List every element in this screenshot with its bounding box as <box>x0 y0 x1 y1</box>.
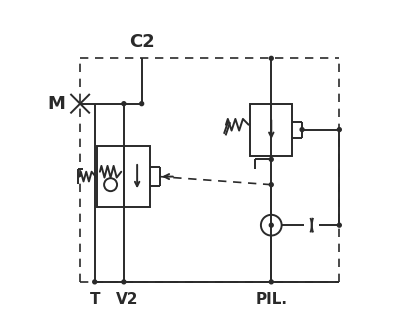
Text: C2: C2 <box>129 33 154 51</box>
Text: PIL.: PIL. <box>255 292 287 307</box>
Text: M: M <box>47 95 65 113</box>
Text: T: T <box>90 292 100 307</box>
Bar <box>97 146 150 207</box>
Circle shape <box>269 183 273 187</box>
Circle shape <box>269 280 273 284</box>
Circle shape <box>122 102 126 106</box>
Circle shape <box>269 56 273 60</box>
Bar <box>250 104 292 156</box>
Circle shape <box>93 280 97 284</box>
Circle shape <box>300 128 304 132</box>
Circle shape <box>122 280 126 284</box>
Text: V2: V2 <box>116 292 138 307</box>
Circle shape <box>269 157 273 161</box>
Circle shape <box>337 223 341 227</box>
Circle shape <box>337 128 341 132</box>
Circle shape <box>269 223 273 227</box>
Circle shape <box>140 102 144 106</box>
